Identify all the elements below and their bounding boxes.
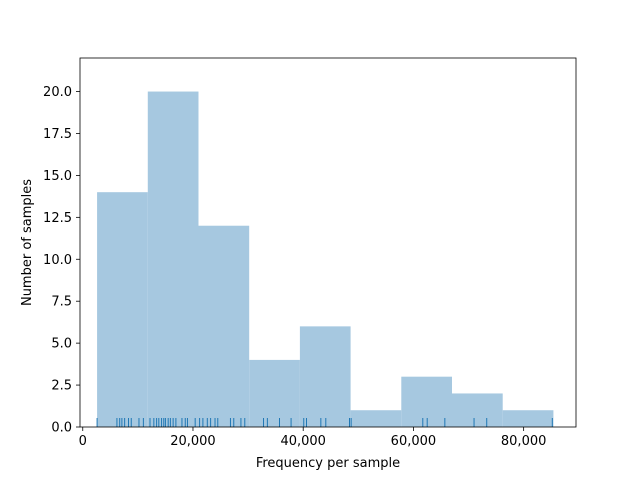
histogram-bars <box>97 91 554 427</box>
y-tick-label: 17.5 <box>43 127 72 142</box>
y-tick-label: 5.0 <box>51 337 72 352</box>
y-axis-ticks: 0.0 2.5 5.0 7.5 10.0 12.5 15.0 17.5 20.0 <box>43 85 80 436</box>
y-tick-label: 7.5 <box>51 295 72 310</box>
y-tick-label: 15.0 <box>43 169 72 184</box>
x-tick-label: 60,000 <box>391 434 437 449</box>
y-tick-label: 20.0 <box>43 85 72 100</box>
x-axis-ticks: 0 20,000 40,000 60,000 80,000 <box>79 427 547 449</box>
x-tick-label: 80,000 <box>501 434 547 449</box>
histogram-bar-9 <box>502 410 554 427</box>
x-axis-label: Frequency per sample <box>256 456 400 471</box>
x-tick-label: 0 <box>79 434 87 449</box>
plot-frame <box>79 57 577 428</box>
x-tick-label: 20,000 <box>170 434 216 449</box>
histogram-bar-1 <box>97 192 148 427</box>
y-tick-label: 0.0 <box>51 421 72 436</box>
histogram-bar-6 <box>350 410 402 427</box>
rug-marks <box>96 418 553 427</box>
y-tick-label: 10.0 <box>43 253 72 268</box>
y-tick-label: 2.5 <box>51 379 72 394</box>
histogram-bar-7 <box>401 376 452 427</box>
histogram-bar-3 <box>198 225 250 427</box>
histogram-bar-2 <box>147 91 199 427</box>
x-tick-label: 40,000 <box>280 434 326 449</box>
histogram-bar-4 <box>249 359 300 427</box>
y-axis-label: Number of samples <box>20 179 35 306</box>
histogram-bar-8 <box>452 393 503 427</box>
y-tick-label: 12.5 <box>43 211 72 226</box>
histogram-bar-5 <box>299 326 351 427</box>
